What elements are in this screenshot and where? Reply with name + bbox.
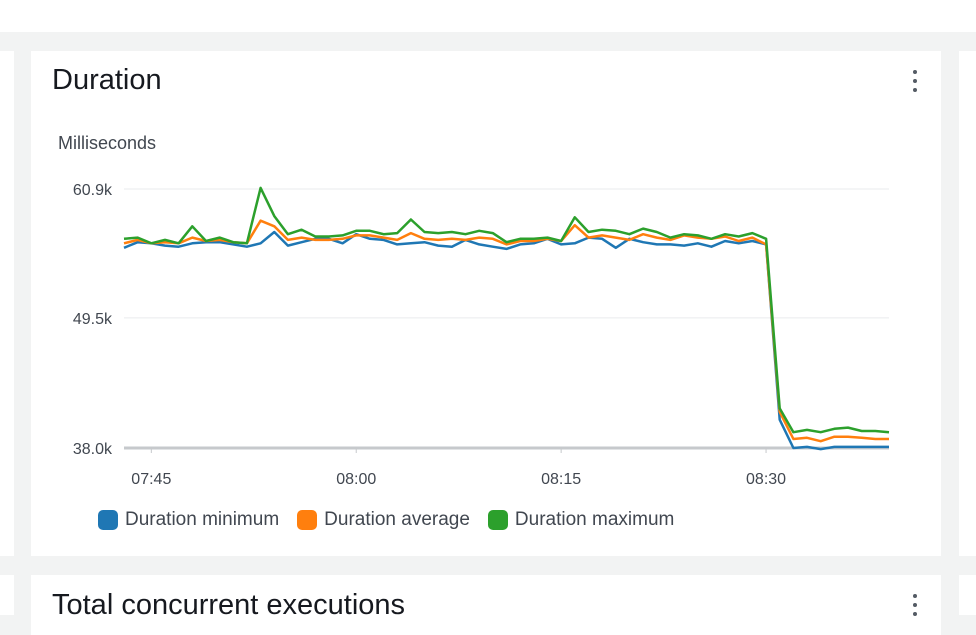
- right-adjacent-widget: [959, 51, 976, 556]
- x-tick-label: 07:45: [131, 471, 171, 488]
- series-line-duration-average: [123, 219, 889, 443]
- left-adjacent-widget-lower: [0, 575, 14, 615]
- y-tick-label: 60.9k: [73, 182, 113, 199]
- chart-legend: Duration minimum Duration average Duration…: [98, 509, 674, 531]
- legend-item[interactable]: Duration maximum: [487, 509, 675, 531]
- duration-widget: Duration Milliseconds 60.9k 49.5k 38.0k 07:…: [31, 51, 941, 556]
- vertical-ellipsis-icon[interactable]: [905, 67, 925, 95]
- total-concurrent-executions-widget: Total concurrent executions: [31, 575, 941, 635]
- y-tick-label: 38.0k: [73, 441, 113, 458]
- widget-title-concurrent-executions: Total concurrent executions: [52, 589, 406, 621]
- legend-item[interactable]: Duration average: [297, 509, 470, 531]
- legend-label: Duration minimum: [125, 509, 280, 530]
- x-tick-label: 08:15: [541, 471, 581, 488]
- legend-item[interactable]: Duration minimum: [98, 509, 279, 531]
- widget-title: Duration: [52, 64, 162, 96]
- legend-label: Duration maximum: [514, 509, 675, 530]
- legend-swatch: [297, 510, 318, 530]
- y-tick-label: 49.5k: [73, 311, 113, 328]
- vertical-ellipsis-icon[interactable]: [905, 591, 925, 619]
- x-tick-label: 08:30: [746, 471, 786, 488]
- left-adjacent-widget: [0, 51, 14, 556]
- duration-line-chart: 60.9k 49.5k 38.0k 07:45 08:00 08:15 08:30: [73, 182, 890, 488]
- top-bar: [0, 0, 976, 32]
- y-axis-unit-label: Milliseconds: [58, 133, 157, 153]
- legend-swatch: [487, 510, 508, 530]
- x-tick-label: 08:00: [336, 471, 376, 488]
- legend-swatch: [98, 510, 118, 530]
- right-adjacent-widget-lower: [959, 575, 976, 615]
- legend-label: Duration average: [324, 509, 470, 530]
- series-line-duration-maximum: [123, 186, 890, 434]
